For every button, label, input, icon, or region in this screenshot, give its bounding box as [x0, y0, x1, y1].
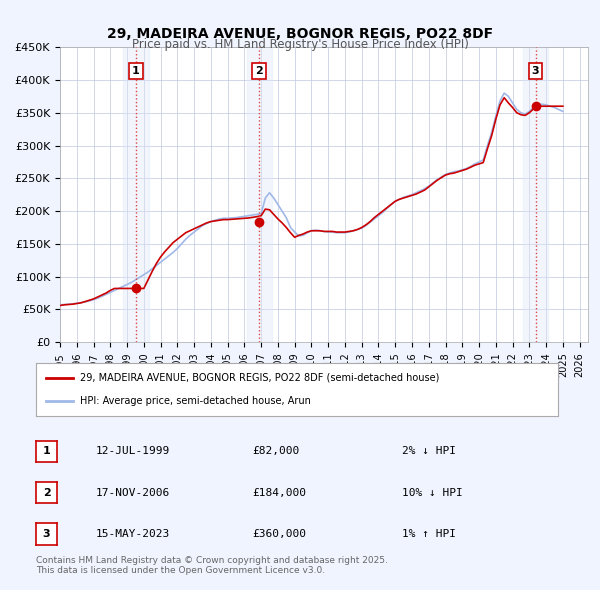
Text: 1: 1	[43, 447, 50, 456]
Text: 1: 1	[132, 66, 140, 76]
Text: 29, MADEIRA AVENUE, BOGNOR REGIS, PO22 8DF (semi-detached house): 29, MADEIRA AVENUE, BOGNOR REGIS, PO22 8…	[80, 373, 440, 383]
Bar	[247, 47, 272, 342]
Text: 3: 3	[532, 66, 539, 76]
Text: 15-MAY-2023: 15-MAY-2023	[96, 529, 170, 539]
Text: 12-JUL-1999: 12-JUL-1999	[96, 447, 170, 456]
Text: 1% ↑ HPI: 1% ↑ HPI	[402, 529, 456, 539]
Text: £82,000: £82,000	[252, 447, 299, 456]
Text: 3: 3	[43, 529, 50, 539]
Text: HPI: Average price, semi-detached house, Arun: HPI: Average price, semi-detached house,…	[80, 396, 311, 406]
Text: 2: 2	[43, 488, 50, 497]
Bar	[124, 47, 149, 342]
Text: 2: 2	[255, 66, 263, 76]
Text: Price paid vs. HM Land Registry's House Price Index (HPI): Price paid vs. HM Land Registry's House …	[131, 38, 469, 51]
Text: 17-NOV-2006: 17-NOV-2006	[96, 488, 170, 497]
Text: 2% ↓ HPI: 2% ↓ HPI	[402, 447, 456, 456]
Text: 29, MADEIRA AVENUE, BOGNOR REGIS, PO22 8DF: 29, MADEIRA AVENUE, BOGNOR REGIS, PO22 8…	[107, 27, 493, 41]
Text: 10% ↓ HPI: 10% ↓ HPI	[402, 488, 463, 497]
Text: £184,000: £184,000	[252, 488, 306, 497]
Text: Contains HM Land Registry data © Crown copyright and database right 2025.
This d: Contains HM Land Registry data © Crown c…	[36, 556, 388, 575]
Bar	[523, 47, 548, 342]
Text: £360,000: £360,000	[252, 529, 306, 539]
